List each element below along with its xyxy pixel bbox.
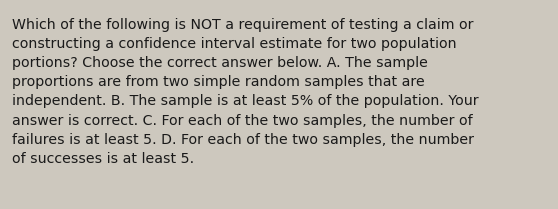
Text: Which of the following is NOT a requirement of testing a claim or
constructing a: Which of the following is NOT a requirem… <box>12 18 479 166</box>
